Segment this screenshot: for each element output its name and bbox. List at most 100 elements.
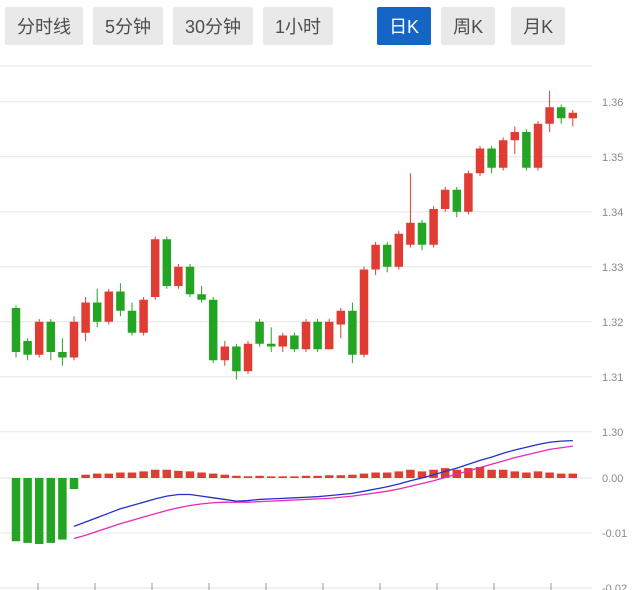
candle <box>197 286 206 303</box>
candle <box>150 236 160 300</box>
macd-bar <box>208 473 218 478</box>
candle <box>487 145 496 174</box>
macd-bar <box>290 476 299 478</box>
macd-bar <box>174 470 183 478</box>
candle <box>475 145 485 176</box>
macd-bar <box>406 469 415 478</box>
macd-bar <box>139 471 148 478</box>
axis-tick-label: 1.32 <box>602 317 623 329</box>
candle <box>336 308 346 339</box>
candle <box>266 327 276 352</box>
macd-bar <box>371 472 380 478</box>
axis-tick-label: -0.02 <box>602 583 627 590</box>
candle <box>545 90 554 132</box>
candle <box>359 266 369 358</box>
candle <box>568 110 578 127</box>
candle <box>394 231 404 270</box>
macd-histogram <box>11 467 578 544</box>
macd-bar <box>417 471 427 478</box>
candle <box>69 316 79 361</box>
axis-tick-label: 0.00 <box>602 473 623 485</box>
candle <box>220 341 230 366</box>
candle <box>452 187 462 218</box>
macd-bar <box>533 471 543 478</box>
macd-bar <box>162 469 172 478</box>
candle <box>348 302 357 363</box>
tab-weekly-k[interactable]: 周K <box>441 7 496 45</box>
macd-bar <box>510 471 520 478</box>
candle <box>371 242 380 275</box>
macd-bar <box>92 473 102 478</box>
macd-bar <box>324 475 334 478</box>
macd-bar <box>336 475 346 478</box>
axis-tick-label: 1.33 <box>602 262 623 274</box>
macd-bar <box>11 478 21 542</box>
macd-bar <box>266 476 276 478</box>
axis-tick-label: -0.01 <box>602 528 627 540</box>
macd-bar <box>348 474 357 478</box>
candle <box>313 319 322 352</box>
macd-bar <box>556 473 566 478</box>
macd-bar <box>116 472 125 478</box>
axis-tick-label: 1.35 <box>602 152 623 164</box>
tab-monthly-k[interactable]: 月K <box>511 7 566 45</box>
candle <box>208 297 218 363</box>
macd-bar <box>382 472 392 478</box>
candle <box>232 343 241 380</box>
candle <box>23 338 32 361</box>
candle <box>255 319 264 347</box>
tab-daily-k[interactable]: 日K <box>377 7 432 45</box>
macd-bar <box>34 478 44 544</box>
tab-30min[interactable]: 30分钟 <box>173 7 254 45</box>
candle <box>81 297 90 341</box>
candle <box>556 104 566 124</box>
chart-area: 1.36 1.35 1.34 1.33 1.32 1.31 1.30 0.00 -0.01 -0.… <box>0 52 636 590</box>
timeframe-toolbar: 分时线 5分钟 30分钟 1小时 日K 周K 月K <box>0 0 636 52</box>
macd-bar <box>313 475 322 478</box>
candle <box>243 341 253 374</box>
macd-bar <box>301 475 311 478</box>
macd-bar <box>522 472 531 478</box>
macd-bar <box>197 472 206 478</box>
macd-bar <box>498 469 508 478</box>
axis-tick-label: 1.34 <box>602 207 623 219</box>
candle <box>185 264 195 297</box>
candle <box>92 288 102 328</box>
candle <box>417 220 427 251</box>
candle <box>34 319 44 358</box>
candle <box>464 170 473 215</box>
candle <box>127 302 137 336</box>
macd-dea-line <box>73 445 573 540</box>
tab-5min[interactable]: 5分钟 <box>93 7 164 45</box>
macd-bar <box>220 474 230 478</box>
macd-dif-line <box>73 439 573 528</box>
macd-bar <box>394 471 404 478</box>
macd-bar <box>429 469 438 478</box>
candle <box>290 332 299 352</box>
macd-bar <box>440 468 450 478</box>
macd-bar <box>23 478 32 543</box>
candle <box>440 187 450 212</box>
candle <box>382 242 392 273</box>
macd-bar <box>104 473 114 478</box>
candles <box>11 90 578 380</box>
candle <box>58 338 67 366</box>
macd-bar <box>568 473 578 478</box>
candle <box>429 206 438 248</box>
candle <box>301 319 311 352</box>
candle <box>498 137 508 171</box>
macd-bar <box>69 478 79 489</box>
macd-bar <box>487 469 496 478</box>
macd-bar <box>475 467 485 478</box>
macd-bar <box>232 475 241 478</box>
tab-1hour[interactable]: 1小时 <box>263 7 334 45</box>
macd-bar <box>185 471 195 478</box>
candle <box>139 297 148 336</box>
candle <box>510 126 520 154</box>
axis-labels: 1.36 1.35 1.34 1.33 1.32 1.31 1.30 0.00 -0.01 -0.… <box>602 97 627 590</box>
tab-timeline[interactable]: 分时线 <box>5 7 83 45</box>
axis-tick-label: 1.36 <box>602 97 623 109</box>
kline-macd-chart[interactable]: 1.36 1.35 1.34 1.33 1.32 1.31 1.30 0.00 -0.01 -0.… <box>0 52 636 590</box>
axis-tick-label: 1.30 <box>602 427 623 439</box>
